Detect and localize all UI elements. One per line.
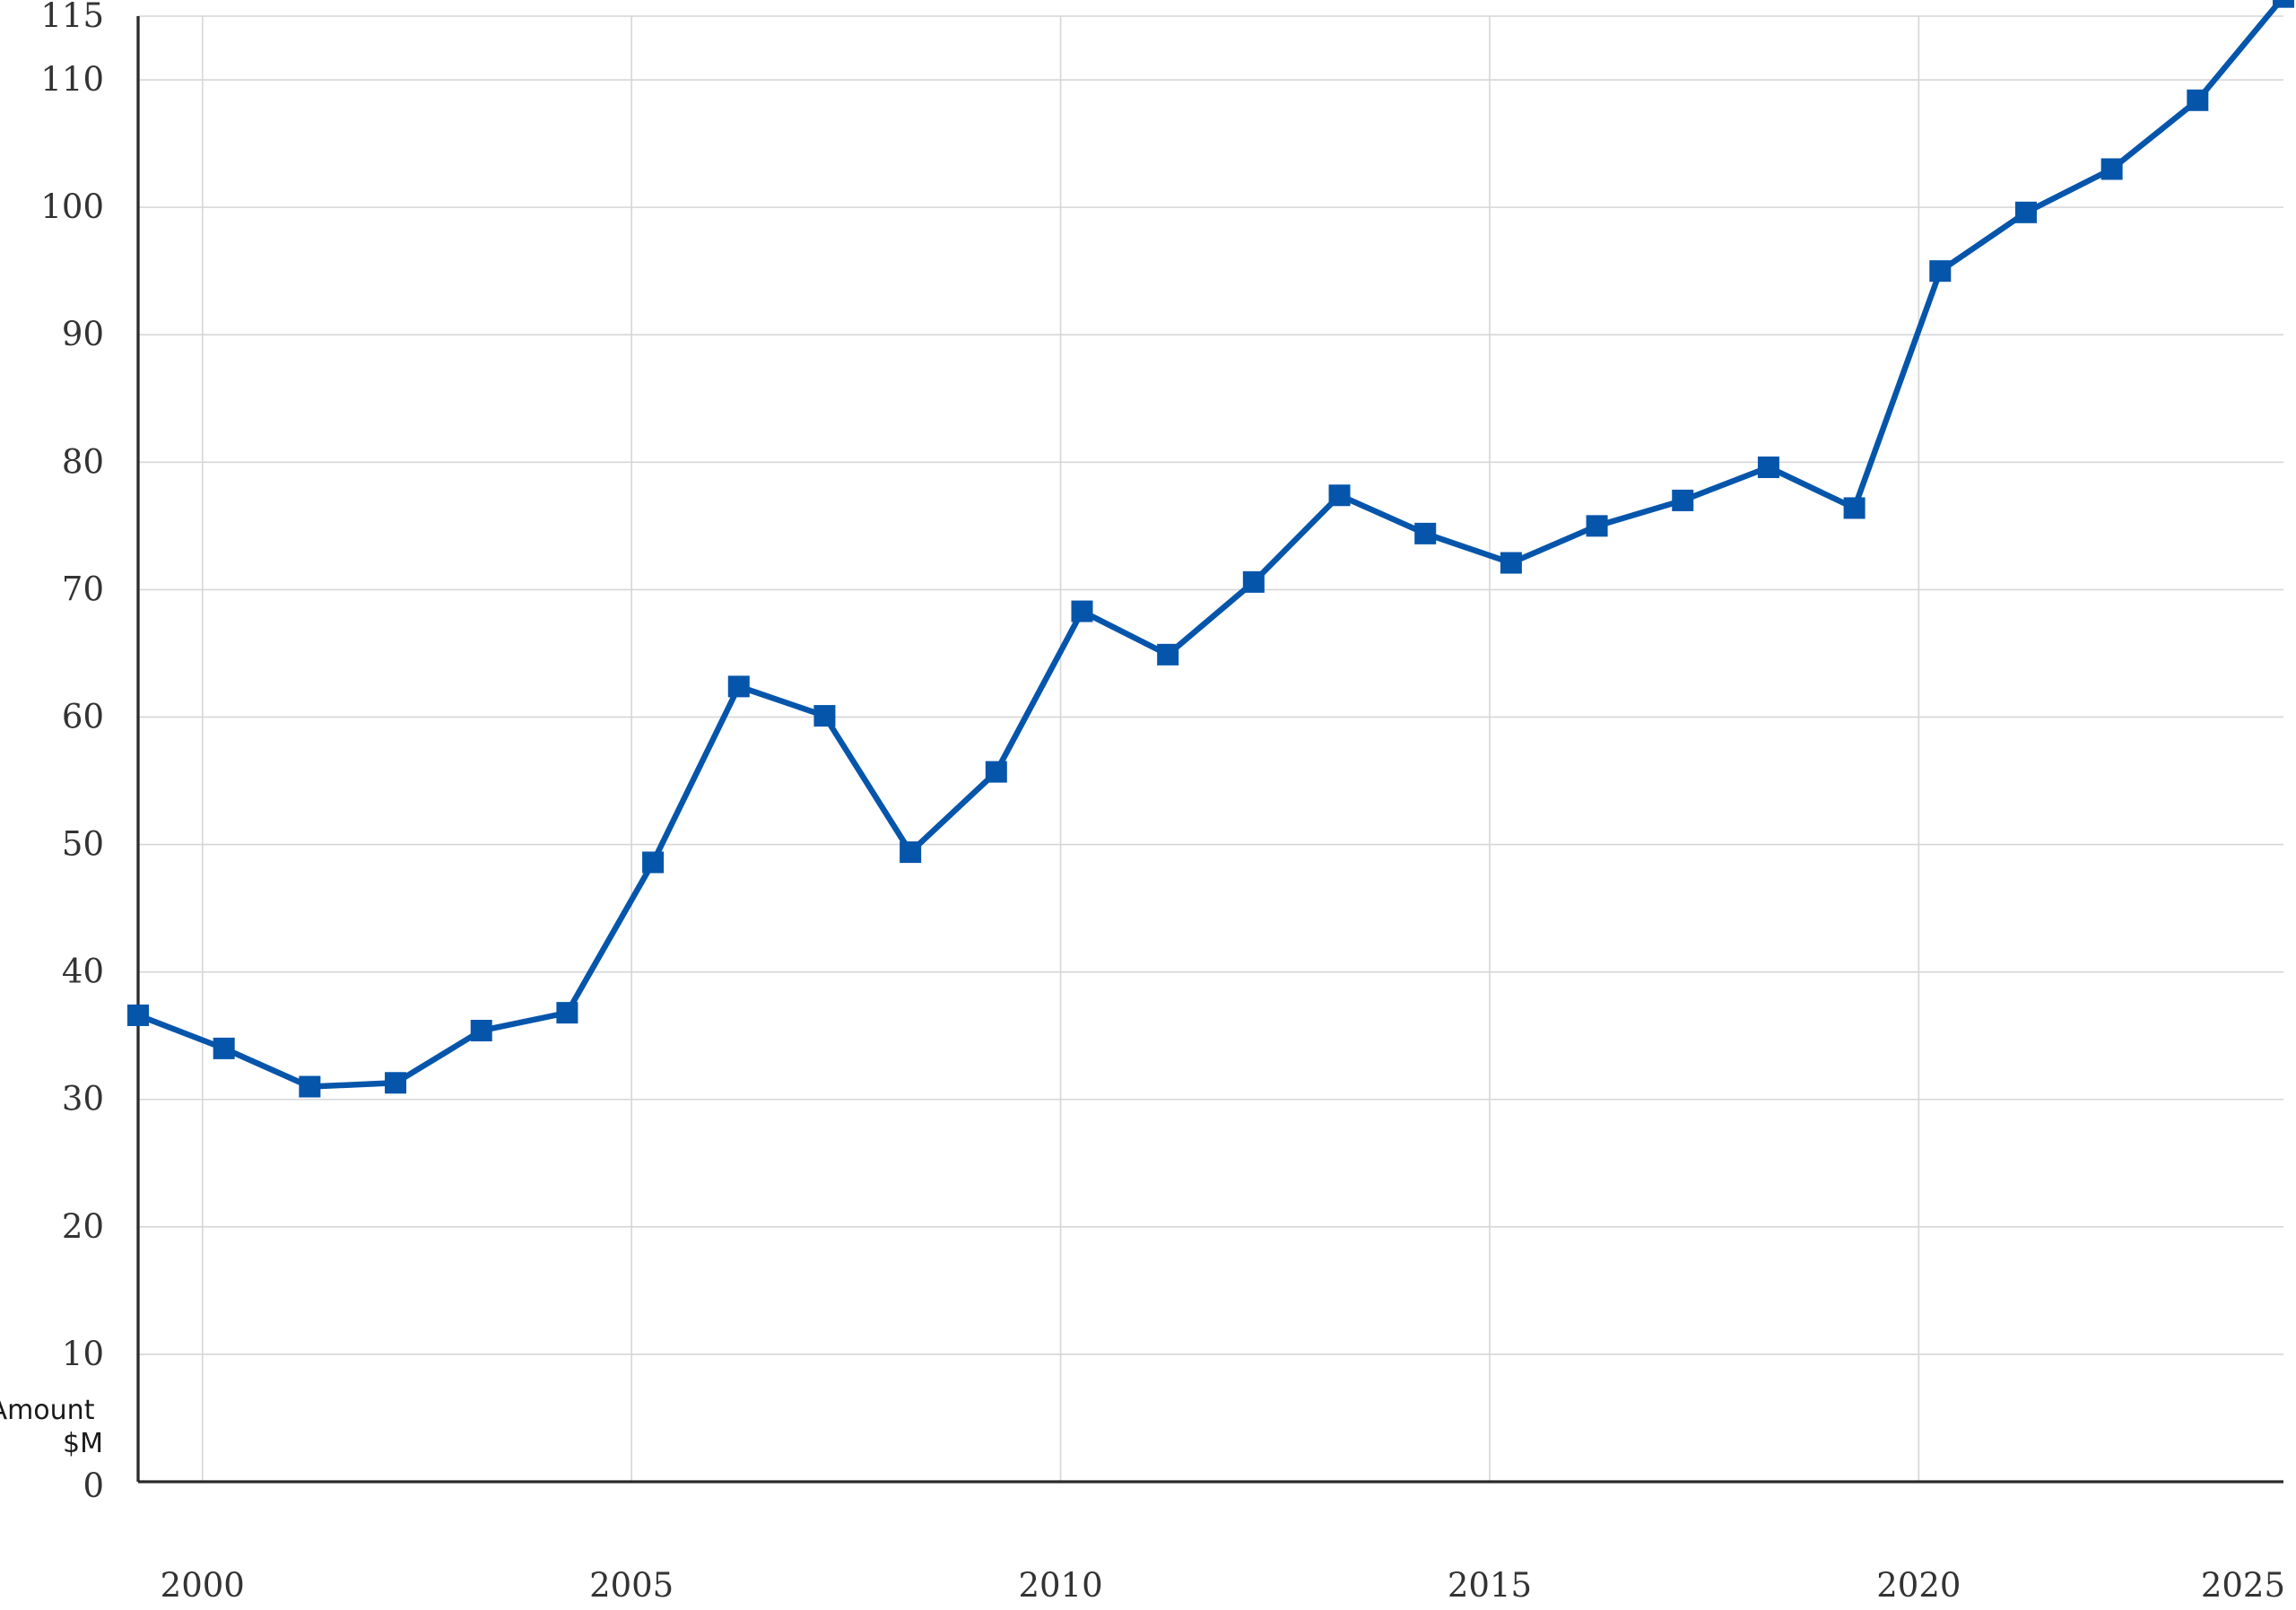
y-tick-label-0: 0 xyxy=(83,1466,104,1505)
data-point-22 xyxy=(2014,201,2037,223)
data-point-2 xyxy=(299,1075,321,1098)
data-point-9 xyxy=(900,841,922,864)
y-axis-label: Amount $M xyxy=(0,1395,103,1459)
y-tick-label-90: 90 xyxy=(62,315,104,353)
data-point-8 xyxy=(813,705,836,727)
x-tick-label-2020: 2020 xyxy=(1876,1566,1961,1605)
data-point-19 xyxy=(1757,456,1779,478)
data-point-12 xyxy=(1157,643,1179,666)
y-tick-label-20: 20 xyxy=(62,1207,104,1246)
y-tick-label-80: 80 xyxy=(62,442,104,481)
data-point-16 xyxy=(1500,552,1522,574)
x-tick-label-2010: 2010 xyxy=(1018,1566,1102,1605)
y-tick-label-50: 50 xyxy=(62,825,104,864)
series-group xyxy=(127,0,2294,1098)
data-point-4 xyxy=(470,1020,492,1042)
y-axis-label-line-2: $M xyxy=(63,1428,103,1459)
data-point-24 xyxy=(2187,89,2209,111)
y-tick-label-100: 100 xyxy=(40,187,104,226)
y-tick-labels: 0 10 20 30 40 50 60 70 80 90 100 110 115 xyxy=(40,0,104,1505)
x-tick-label-2000: 2000 xyxy=(161,1566,245,1605)
x-tick-labels: 2000 2005 2010 2015 2020 2025 xyxy=(161,1566,2285,1605)
series-line-0 xyxy=(135,0,2285,1090)
y-tick-label-60: 60 xyxy=(62,697,104,735)
axes xyxy=(136,16,2283,1484)
y-tick-label-10: 10 xyxy=(62,1335,104,1373)
data-point-13 xyxy=(1242,570,1265,593)
data-point-17 xyxy=(1586,515,1608,537)
data-point-10 xyxy=(985,761,1007,783)
data-point-14 xyxy=(1328,484,1351,507)
data-point-25 xyxy=(2273,0,2294,8)
y-tick-label-70: 70 xyxy=(62,570,104,608)
x-tick-label-2015: 2015 xyxy=(1448,1566,1532,1605)
x-tick-label-2005: 2005 xyxy=(589,1566,674,1605)
data-point-7 xyxy=(727,675,750,698)
data-point-20 xyxy=(1843,497,1866,519)
y-axis-label-line-1: Amount xyxy=(0,1395,95,1426)
data-point-18 xyxy=(1672,489,1694,511)
data-point-11 xyxy=(1071,600,1093,622)
y-tick-label-115: 115 xyxy=(40,0,104,35)
y-tick-label-40: 40 xyxy=(62,953,104,991)
data-point-1 xyxy=(213,1037,235,1059)
x-tick-label-2025: 2025 xyxy=(2201,1566,2285,1605)
data-point-5 xyxy=(556,1002,578,1024)
data-point-21 xyxy=(1929,260,1952,283)
data-point-6 xyxy=(642,851,665,874)
data-point-3 xyxy=(385,1072,407,1094)
data-point-23 xyxy=(2100,158,2123,180)
y-tick-label-110: 110 xyxy=(40,60,104,99)
y-gridlines xyxy=(138,15,2283,1355)
data-point-0 xyxy=(127,1004,149,1026)
x-gridlines xyxy=(201,16,1920,1482)
y-tick-label-30: 30 xyxy=(62,1080,104,1118)
data-point-15 xyxy=(1414,522,1437,544)
